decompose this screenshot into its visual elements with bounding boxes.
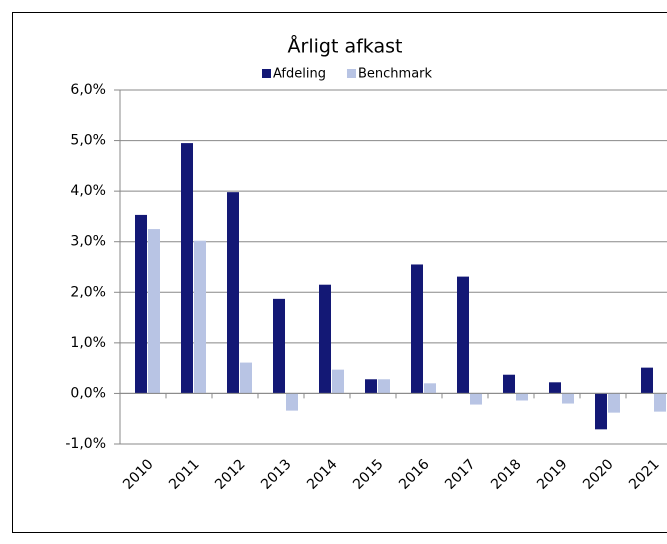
bar (470, 393, 482, 405)
bar (503, 374, 515, 394)
bar (595, 393, 607, 430)
legend-swatch (346, 69, 356, 78)
bar (332, 369, 344, 394)
bar (181, 143, 193, 394)
bar (365, 379, 377, 394)
bar (378, 379, 390, 394)
bar (562, 393, 574, 404)
y-tick-label: 1,0% (70, 335, 106, 351)
bar (148, 229, 160, 394)
legend-swatch (262, 69, 271, 78)
bar (424, 383, 436, 394)
bar (411, 264, 423, 394)
bar (641, 367, 653, 394)
bar (608, 393, 620, 413)
y-tick-label: 3,0% (70, 234, 106, 250)
bar (194, 240, 206, 394)
bar (135, 214, 147, 394)
bar (286, 393, 298, 411)
bar (654, 393, 666, 412)
y-tick-label: -1,0% (65, 436, 106, 452)
bar (516, 393, 528, 401)
y-tick-label: 5,0% (70, 133, 106, 149)
y-tick-label: 2,0% (70, 284, 106, 300)
legend-label: Afdeling (273, 67, 326, 82)
y-tick-label: 4,0% (70, 183, 106, 199)
bar (319, 284, 331, 394)
bar (227, 192, 239, 394)
chart-title: Årligt afkast (288, 35, 403, 58)
bar (549, 382, 561, 394)
chart-frame (12, 12, 667, 533)
bar (457, 276, 469, 394)
legend-label: Benchmark (358, 67, 433, 82)
bar (240, 362, 252, 394)
y-tick-label: 0,0% (70, 385, 106, 401)
bar (273, 298, 285, 394)
y-tick-label: 6,0% (70, 82, 106, 98)
